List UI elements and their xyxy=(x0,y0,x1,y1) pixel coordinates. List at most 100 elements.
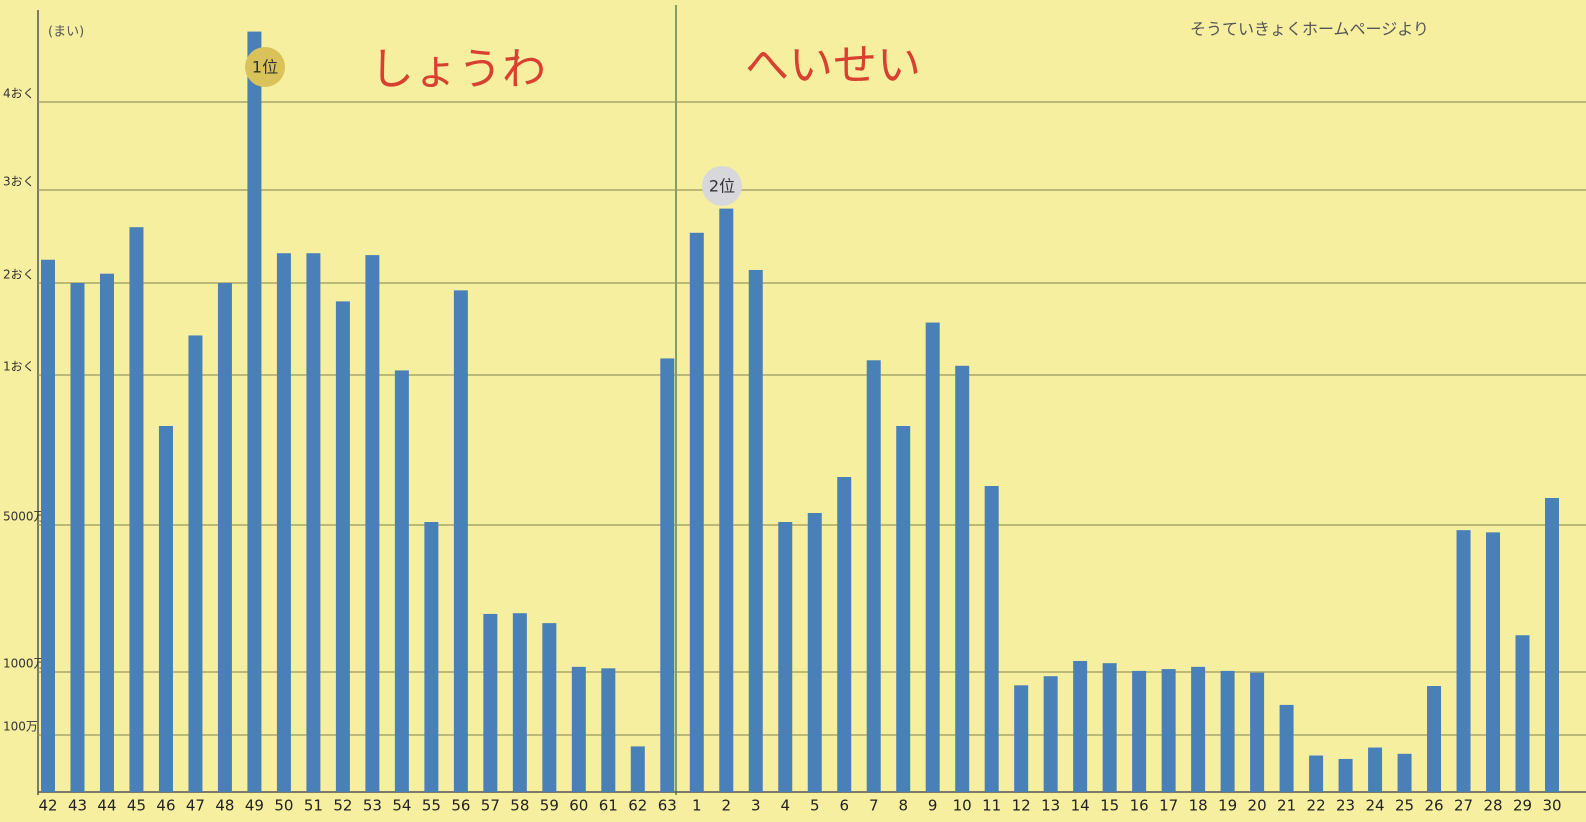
x-tick-label: 59 xyxy=(540,797,559,815)
bar xyxy=(719,209,733,792)
x-tick-label: 30 xyxy=(1542,797,1561,815)
bar xyxy=(395,370,409,792)
x-tick-label: 28 xyxy=(1483,797,1502,815)
x-tick-label: 6 xyxy=(839,797,849,815)
bar xyxy=(41,260,55,792)
x-tick-label: 56 xyxy=(451,797,470,815)
x-tick-label: 63 xyxy=(658,797,677,815)
x-tick-label: 18 xyxy=(1189,797,1208,815)
bar xyxy=(1162,669,1176,792)
x-tick-label: 12 xyxy=(1012,797,1031,815)
bar xyxy=(1221,671,1235,792)
x-tick-label: 61 xyxy=(599,797,618,815)
bar xyxy=(1103,663,1117,792)
bar xyxy=(808,513,822,792)
x-tick-label: 54 xyxy=(392,797,411,815)
x-tick-label: 58 xyxy=(510,797,529,815)
x-tick-label: 20 xyxy=(1248,797,1267,815)
x-tick-label: 3 xyxy=(751,797,761,815)
y-tick-label: 4おく xyxy=(3,87,35,101)
x-tick-label: 27 xyxy=(1454,797,1473,815)
x-tick-label: 53 xyxy=(363,797,382,815)
x-tick-label: 4 xyxy=(780,797,790,815)
bar xyxy=(424,522,438,792)
x-tick-label: 17 xyxy=(1159,797,1178,815)
bar xyxy=(1339,759,1353,792)
x-tick-label: 50 xyxy=(274,797,293,815)
era-label: しょうわ xyxy=(370,44,546,95)
chart: (まい) しょうわ へいせい そうていきょくホームページより 100万 1000万… xyxy=(0,0,1586,822)
bar xyxy=(1368,748,1382,792)
x-tick-label: 29 xyxy=(1513,797,1532,815)
x-tick-label: 46 xyxy=(156,797,175,815)
bar xyxy=(1398,754,1412,792)
x-tick-label: 47 xyxy=(186,797,205,815)
y-unit: (まい) xyxy=(48,25,84,40)
bar xyxy=(1191,667,1205,792)
x-tick-label: 7 xyxy=(869,797,879,815)
bar xyxy=(1073,661,1087,792)
x-tick-label: 52 xyxy=(333,797,352,815)
x-tick-label: 42 xyxy=(38,797,57,815)
x-tick-label: 19 xyxy=(1218,797,1237,815)
x-tick-label: 5 xyxy=(810,797,820,815)
bar xyxy=(1044,676,1058,792)
bar xyxy=(985,486,999,792)
x-tick-label: 62 xyxy=(628,797,647,815)
bar xyxy=(955,366,969,792)
bar xyxy=(749,270,763,792)
x-tick-label: 8 xyxy=(898,797,908,815)
annotation: 2位 xyxy=(709,177,735,196)
bar xyxy=(1132,671,1146,792)
x-tick-label: 2 xyxy=(722,797,732,815)
bar xyxy=(277,253,291,792)
bar xyxy=(572,667,586,792)
y-tick-label: 1おく xyxy=(3,360,35,374)
bar xyxy=(129,227,143,792)
bar xyxy=(926,323,940,792)
bar xyxy=(70,283,84,792)
bar xyxy=(1486,532,1500,792)
x-tick-label: 49 xyxy=(245,797,264,815)
bar xyxy=(631,746,645,792)
bar xyxy=(1545,498,1559,792)
bar xyxy=(100,274,114,792)
x-tick-label: 14 xyxy=(1071,797,1090,815)
bar xyxy=(483,614,497,792)
x-tick-label: 11 xyxy=(982,797,1001,815)
bar xyxy=(1280,705,1294,792)
y-tick-label: 5000万 xyxy=(3,510,46,524)
x-tick-label: 26 xyxy=(1424,797,1443,815)
bar xyxy=(837,477,851,792)
bar xyxy=(1427,686,1441,792)
x-tick-label: 9 xyxy=(928,797,938,815)
bar xyxy=(218,283,232,792)
x-tick-label: 10 xyxy=(953,797,972,815)
x-tick-label: 15 xyxy=(1100,797,1119,815)
bar xyxy=(1516,635,1530,792)
y-tick-label: 100万 xyxy=(3,720,38,734)
x-tick-label: 48 xyxy=(215,797,234,815)
x-tick-label: 60 xyxy=(569,797,588,815)
x-tick-label: 57 xyxy=(481,797,500,815)
bar xyxy=(601,668,615,792)
x-tick-label: 22 xyxy=(1307,797,1326,815)
bar xyxy=(660,358,674,792)
x-tick-label: 24 xyxy=(1366,797,1385,815)
bar xyxy=(454,290,468,792)
paper xyxy=(0,0,1586,822)
bar xyxy=(690,233,704,792)
bar xyxy=(336,301,350,792)
era-label: へいせい xyxy=(745,40,921,91)
bar xyxy=(1250,673,1264,792)
bar xyxy=(778,522,792,792)
bar xyxy=(1309,756,1323,792)
bar xyxy=(542,623,556,792)
bar xyxy=(188,335,202,792)
source: そうていきょくホームページより xyxy=(1190,20,1429,39)
bar xyxy=(867,360,881,792)
bar xyxy=(896,426,910,792)
y-tick-label: 1000万 xyxy=(3,657,46,671)
bar xyxy=(1457,530,1471,792)
x-tick-label: 1 xyxy=(692,797,702,815)
